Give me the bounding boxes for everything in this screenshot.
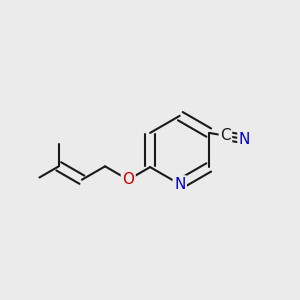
Text: C: C (220, 128, 231, 143)
Text: N: N (174, 177, 185, 192)
Text: N: N (239, 132, 250, 147)
Text: O: O (122, 172, 134, 187)
